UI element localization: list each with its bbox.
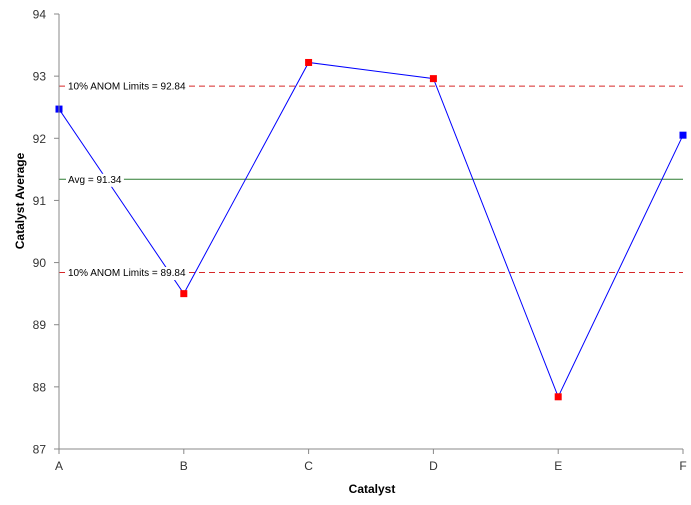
y-tick-label-91: 91 [33, 194, 47, 208]
reference-label-0: 10% ANOM Limits = 92.84 [68, 82, 186, 93]
x-tick-label-B: B [180, 459, 188, 473]
reference-label-1: Avg = 91.34 [68, 175, 122, 186]
reference-labels: 10% ANOM Limits = 92.84 Avg = 91.34 10% AN… [66, 80, 188, 281]
y-tick-label-94: 94 [33, 8, 47, 22]
reference-lines [59, 85, 683, 274]
y-tick-label-90: 90 [33, 256, 47, 270]
x-tick-label-E: E [554, 459, 562, 473]
y-tick-label-88: 88 [33, 380, 47, 394]
reference-label-bg-1 [66, 173, 124, 187]
y-tick-label-93: 93 [33, 70, 47, 84]
y-axis-title: Catalyst Average [13, 152, 27, 249]
x-tick-label-D: D [429, 459, 438, 473]
data-point-D [429, 75, 437, 83]
x-tick-label-A: A [55, 459, 63, 473]
data-point-C [305, 58, 313, 66]
data-point-E [554, 393, 562, 401]
data-point-B [180, 290, 188, 298]
reference-label-bg-2 [66, 267, 188, 281]
y-tick-label-89: 89 [33, 318, 47, 332]
x-axis-title: Catalyst [349, 482, 396, 496]
reference-label-2: 10% ANOM Limits = 89.84 [68, 268, 186, 279]
series-line-group [55, 58, 687, 401]
y-tick-label-87: 87 [33, 443, 47, 457]
axes: 87 88 89 90 91 92 93 94 A B C D E F [33, 8, 687, 474]
reference-label-bg-0 [66, 80, 188, 94]
x-tick-label-C: C [304, 459, 313, 473]
series-line [58, 61, 684, 399]
x-tick-label-F: F [679, 459, 686, 473]
y-tick-label-92: 92 [33, 132, 47, 146]
data-point-F [679, 131, 687, 139]
